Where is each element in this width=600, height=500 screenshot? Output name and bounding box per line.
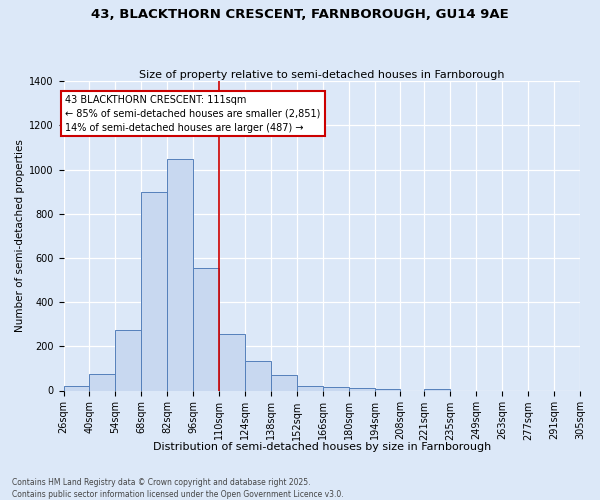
Text: 43, BLACKTHORN CRESCENT, FARNBOROUGH, GU14 9AE: 43, BLACKTHORN CRESCENT, FARNBOROUGH, GU…	[91, 8, 509, 20]
Bar	[297, 386, 323, 390]
X-axis label: Distribution of semi-detached houses by size in Farnborough: Distribution of semi-detached houses by …	[152, 442, 491, 452]
Bar	[271, 375, 297, 390]
Bar	[219, 334, 245, 390]
Bar	[115, 330, 141, 390]
Bar	[349, 388, 374, 390]
Bar	[167, 158, 193, 390]
Text: Contains HM Land Registry data © Crown copyright and database right 2025.
Contai: Contains HM Land Registry data © Crown c…	[12, 478, 344, 499]
Bar	[64, 386, 89, 390]
Title: Size of property relative to semi-detached houses in Farnborough: Size of property relative to semi-detach…	[139, 70, 505, 81]
Bar	[193, 268, 219, 390]
Bar	[141, 192, 167, 390]
Text: 43 BLACKTHORN CRESCENT: 111sqm
← 85% of semi-detached houses are smaller (2,851): 43 BLACKTHORN CRESCENT: 111sqm ← 85% of …	[65, 94, 321, 132]
Bar	[245, 360, 271, 390]
Bar	[89, 374, 115, 390]
Bar	[323, 387, 349, 390]
Y-axis label: Number of semi-detached properties: Number of semi-detached properties	[15, 140, 25, 332]
